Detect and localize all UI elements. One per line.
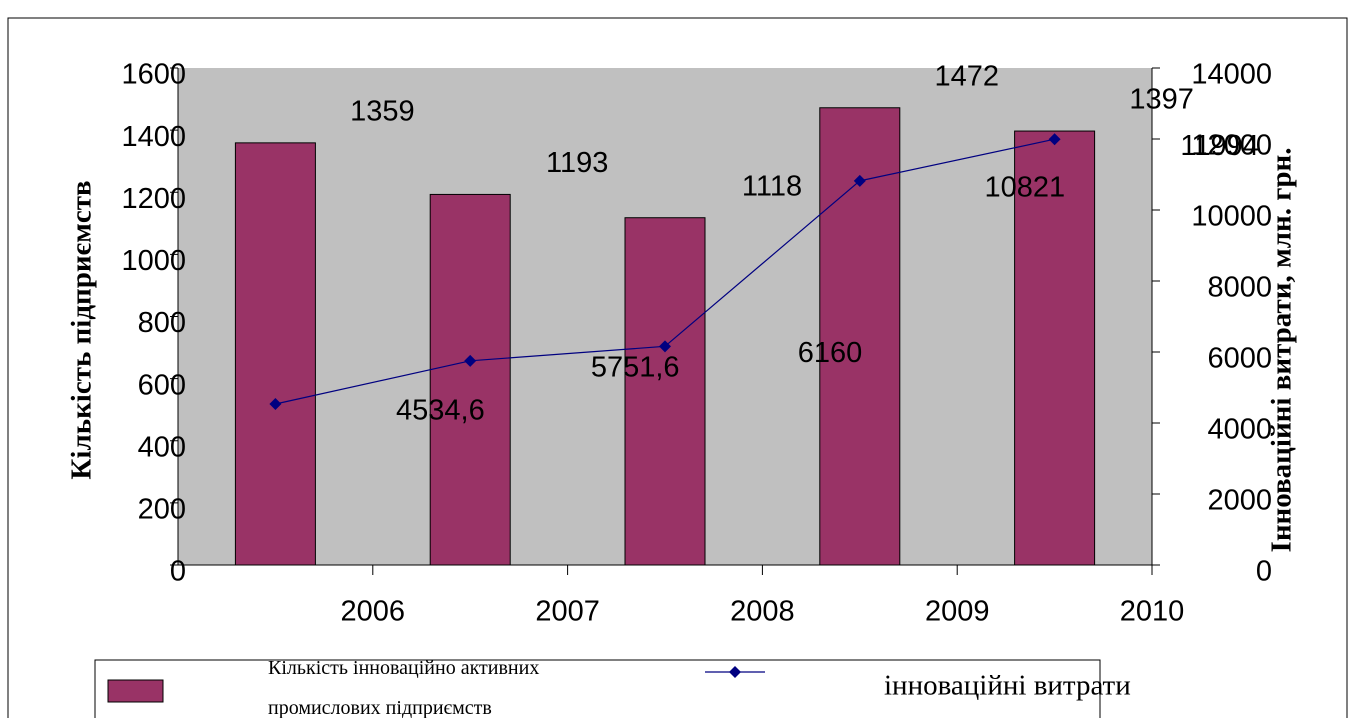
y-tick-label: 1400 — [121, 121, 186, 153]
y2-tick-label: 6000 — [1207, 343, 1272, 375]
y-axis-title: Кількість підприємств — [66, 180, 98, 479]
y2-tick-label: 14000 — [1191, 59, 1272, 91]
legend-swatch — [107, 679, 164, 703]
line-value-label: 4534,6 — [396, 395, 485, 427]
y-tick-label: 800 — [138, 307, 186, 339]
x-tick-label: 2010 — [1120, 596, 1185, 628]
x-tick-label: 2006 — [341, 596, 406, 628]
bar-value-label: 1193 — [546, 147, 608, 179]
bar — [1014, 130, 1096, 566]
x-tick-label: 2008 — [730, 596, 795, 628]
legend-marker — [729, 666, 741, 678]
legend-box — [94, 659, 1101, 718]
legend-label-box: Кількість інноваційно активних промислов… — [268, 657, 540, 718]
bar — [234, 142, 316, 566]
y2-tick-label: 0 — [1256, 556, 1272, 588]
y-tick-label: 1600 — [121, 59, 186, 91]
x-tick-label: 2009 — [925, 596, 990, 628]
bar-value-label: 1359 — [350, 96, 415, 128]
y2-tick-label: 10000 — [1191, 201, 1272, 233]
line-marker — [659, 340, 671, 353]
legend-label: Кількість інноваційно активних промислов… — [268, 657, 540, 718]
y-tick-label: 1000 — [121, 245, 186, 277]
line-value-label: 10821 — [984, 172, 1065, 204]
bar — [624, 217, 706, 566]
line-value-label: 5751,6 — [591, 351, 680, 383]
line-value-label: 11994 — [1180, 130, 1259, 162]
line-marker — [853, 174, 866, 187]
bar-value-label: 1397 — [1129, 84, 1194, 116]
y2-axis-title: Інноваційні витрати, млн. грн. — [1266, 148, 1298, 553]
y2-tick-label: 4000 — [1207, 414, 1272, 446]
y-tick-label: 400 — [138, 431, 186, 463]
bar-value-label: 1118 — [742, 170, 802, 202]
x-tick-label: 2007 — [535, 596, 600, 628]
line-value-label: 6160 — [798, 337, 863, 369]
line-marker — [1048, 133, 1061, 146]
line-marker — [269, 398, 282, 411]
y2-tick-label: 2000 — [1207, 485, 1272, 517]
y2-tick-label: 8000 — [1207, 272, 1272, 304]
bar — [429, 193, 511, 566]
bar-value-label: 1472 — [935, 60, 1000, 92]
y2-tick-label: 12000 — [1191, 130, 1272, 162]
y-tick-label: 600 — [138, 369, 186, 401]
line-marker — [464, 354, 477, 367]
legend-label: інноваційні витрати — [884, 670, 1131, 702]
y-tick-label: 200 — [138, 494, 186, 526]
y-tick-label: 1200 — [121, 183, 186, 215]
y-tick-label: 0 — [170, 556, 186, 588]
